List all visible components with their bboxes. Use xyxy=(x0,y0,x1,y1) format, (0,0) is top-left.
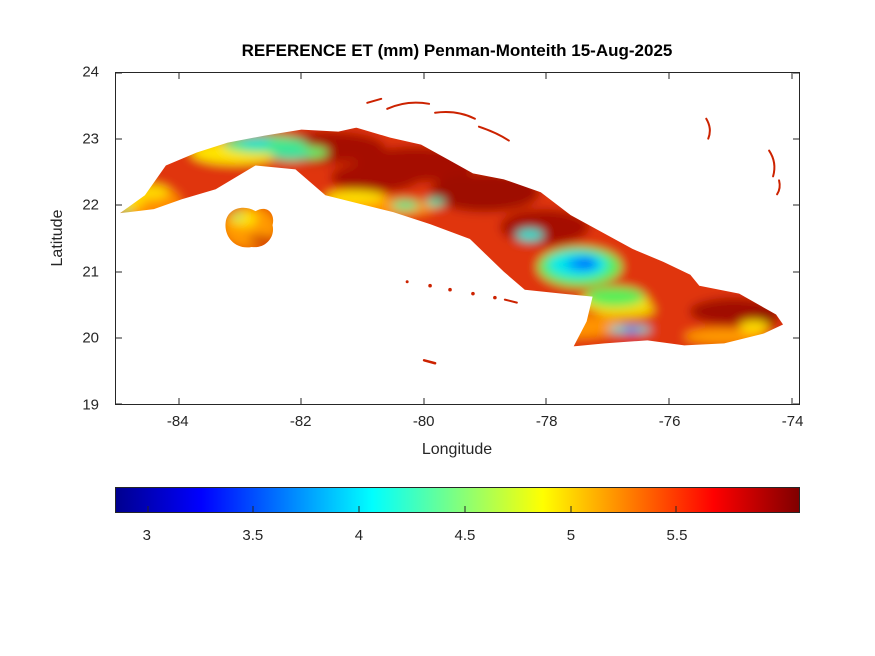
plot-area xyxy=(115,72,800,405)
colorbar-tick-label: 5 xyxy=(566,527,576,544)
colorbar-tick-mark xyxy=(464,506,466,512)
y-tick-mark xyxy=(116,138,122,140)
x-tick-mark xyxy=(178,398,180,404)
x-tick-mark xyxy=(791,398,793,404)
x-tick-label: -84 xyxy=(166,413,189,430)
colorbar-tick-mark xyxy=(570,506,572,512)
colorbar xyxy=(115,487,800,513)
y-tick-label: 24 xyxy=(82,63,99,81)
colorbar-tick-label: 4 xyxy=(354,527,364,544)
offshore-cays xyxy=(366,97,781,365)
colorbar-tick-mark xyxy=(675,506,677,512)
cuba-et-raster-map xyxy=(119,97,784,365)
y-tick-mark xyxy=(116,72,122,74)
x-tick-mark xyxy=(178,73,180,79)
x-tick-mark xyxy=(791,73,793,79)
x-tick-label: -78 xyxy=(535,413,558,430)
x-axis-tick-labels: -84 -82 -80 -78 -76 -74 xyxy=(115,405,804,431)
x-tick-mark xyxy=(668,73,670,79)
offshore-cay-dots xyxy=(405,280,497,300)
colorbar-tick-mark xyxy=(147,506,149,512)
x-tick-mark xyxy=(423,398,425,404)
x-tick-mark xyxy=(545,73,547,79)
colorbar-tick-label: 5.5 xyxy=(666,527,688,544)
y-tick-mark xyxy=(793,72,799,74)
y-tick-mark xyxy=(793,138,799,140)
x-axis-label: Longitude xyxy=(421,441,493,458)
x-tick-label: -82 xyxy=(289,413,312,430)
x-tick-mark xyxy=(545,398,547,404)
y-tick-mark xyxy=(793,403,799,405)
x-tick-mark xyxy=(300,398,302,404)
x-tick-mark xyxy=(668,398,670,404)
y-tick-mark xyxy=(793,271,799,273)
y-axis-label: Latitude xyxy=(49,209,66,267)
x-tick-label: -80 xyxy=(412,413,435,430)
y-tick-mark xyxy=(116,337,122,339)
x-tick-mark xyxy=(300,73,302,79)
x-tick-label: -74 xyxy=(781,413,804,430)
x-tick-label: -76 xyxy=(658,413,681,430)
x-tick-mark xyxy=(423,73,425,79)
island-raster xyxy=(119,127,784,347)
y-tick-mark xyxy=(116,271,122,273)
y-tick-label: 22 xyxy=(82,196,99,214)
y-axis-tick-labels: 19 20 21 22 23 24 xyxy=(0,64,107,414)
y-tick-mark xyxy=(793,337,799,339)
colorbar-tick-label: 4.5 xyxy=(454,527,476,544)
y-tick-mark xyxy=(793,204,799,206)
y-tick-label: 21 xyxy=(82,263,99,281)
y-tick-label: 20 xyxy=(82,329,99,347)
colorbar-tick-label: 3.5 xyxy=(242,527,264,544)
y-tick-label: 23 xyxy=(82,130,99,148)
y-tick-label: 19 xyxy=(82,396,99,414)
y-tick-mark xyxy=(116,403,122,405)
colorbar-tick-mark xyxy=(252,506,254,512)
colorbar-tick-labels: 3 3.5 4 4.5 5 5.5 xyxy=(115,513,800,545)
colorbar-tick-label: 3 xyxy=(142,527,151,544)
chart-title: REFERENCE ET (mm) Penman-Monteith 15-Aug… xyxy=(241,41,673,60)
y-tick-mark xyxy=(116,204,122,206)
colorbar-tick-mark xyxy=(358,506,360,512)
